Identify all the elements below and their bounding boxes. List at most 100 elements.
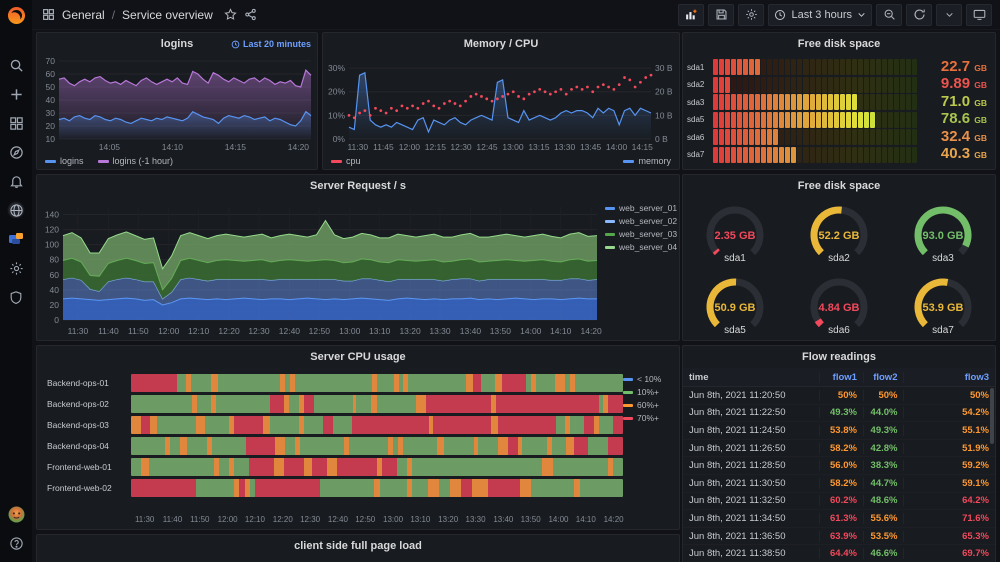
legend-label: web_server_04	[619, 242, 678, 252]
table-row: Jun 8th, 2021 11:28:50 56.0% 38.3% 59.2%	[683, 457, 995, 475]
legend-swatch	[605, 206, 615, 210]
svg-text:30%: 30%	[328, 63, 345, 73]
disk-bar-row: sda2 9.89 GB	[687, 76, 987, 93]
table-row: Jun 8th, 2021 11:34:50 61.3% 55.6% 71.6%	[683, 510, 995, 528]
legend-item[interactable]: web_server_01	[605, 203, 679, 213]
legend-item[interactable]: 60%+	[623, 400, 679, 410]
legend-item[interactable]: 70%+	[623, 413, 679, 423]
legend-swatch	[623, 416, 633, 420]
panel-logins: logins Last 20 minutes 70 60 50 40 30 20 10 14:…	[36, 32, 318, 170]
panel-title-flow-readings[interactable]: Flow readings	[802, 351, 876, 363]
table-scrollbar[interactable]	[990, 388, 994, 444]
cpu-row-bar[interactable]	[131, 374, 623, 392]
world-plugin-icon[interactable]	[7, 201, 25, 219]
legend-label: logins (-1 hour)	[112, 156, 174, 166]
cpu-row-bar[interactable]	[131, 395, 623, 413]
svg-text:14:20: 14:20	[288, 142, 310, 152]
time-note-badge[interactable]: Last 20 minutes	[231, 33, 311, 55]
svg-text:13:20: 13:20	[399, 326, 421, 336]
alerting-bell-icon[interactable]	[7, 172, 25, 190]
refresh-interval-dropdown[interactable]	[936, 3, 962, 26]
panel-title-free-disk-gauges[interactable]: Free disk space	[797, 180, 881, 192]
cell-flow1: 56.0%	[820, 460, 864, 472]
grafana-logo-icon[interactable]	[0, 0, 32, 30]
help-icon[interactable]	[7, 534, 25, 552]
cpu-row-bar[interactable]	[131, 416, 623, 434]
svg-text:10: 10	[46, 134, 56, 144]
gauge: 52.2 GB sda2	[787, 197, 891, 269]
cpu-row-bar[interactable]	[131, 437, 623, 455]
cpu-row-bar[interactable]	[131, 479, 623, 497]
breadcrumb-page[interactable]: Service overview	[122, 7, 213, 22]
add-panel-button[interactable]	[678, 3, 705, 26]
table-row: Jun 8th, 2021 11:36:50 63.9% 53.5% 65.3%	[683, 528, 995, 546]
legend-item[interactable]: web_server_03	[605, 229, 679, 239]
cell-flow3: 54.2%	[962, 407, 989, 419]
legend-item[interactable]: cpu	[331, 156, 361, 166]
cell-flow2: 50%	[864, 389, 905, 401]
server-cpu-usage-chart[interactable]: Backend-ops-01 Backend-ops-02 Backend-ops-…	[37, 368, 624, 529]
legend-item[interactable]: web_server_04	[605, 242, 679, 252]
memory-cpu-chart[interactable]: 0% 0 B 10% 10 B 20% 20 B 30% 30 B 11:30 11:45 12:0…	[323, 55, 679, 153]
legend-label: memory	[638, 156, 671, 166]
breadcrumb-section[interactable]: General	[62, 7, 105, 22]
column-header-flow2[interactable]: flow2	[864, 371, 905, 383]
tv-mode-button[interactable]	[966, 3, 992, 26]
column-header-time[interactable]: time	[683, 371, 821, 383]
panel-title-server-cpu-usage[interactable]: Server CPU usage	[310, 351, 406, 363]
sidebar	[0, 0, 32, 562]
dashboards-grid-icon[interactable]	[42, 8, 55, 21]
table-row: Jun 8th, 2021 11:26:50 58.2% 42.8% 51.9%	[683, 440, 995, 458]
page-load-chart[interactable]: 6 savg	[37, 557, 679, 562]
server-admin-shield-icon[interactable]	[7, 288, 25, 306]
panel-title-logins[interactable]: logins Last 20 minutes	[37, 33, 317, 55]
gauge-label: sda2	[828, 253, 850, 265]
cpu-row: Backend-ops-03	[43, 416, 623, 434]
legend-item[interactable]: 10%+	[623, 387, 679, 397]
legend-item[interactable]: logins	[45, 156, 84, 166]
panel-server-cpu-usage: Server CPU usage Backend-ops-01 Backend-o…	[36, 345, 680, 530]
search-icon[interactable]	[7, 56, 25, 74]
legend-item[interactable]: web_server_02	[605, 216, 679, 226]
panel-title-memory-cpu[interactable]: Memory / CPU	[463, 38, 539, 50]
svg-text:120: 120	[45, 225, 59, 235]
star-icon[interactable]	[224, 8, 237, 21]
panel-title-server-requests[interactable]: Server Request / s	[310, 180, 406, 192]
table-row: Jun 8th, 2021 11:22:50 49.3% 44.0% 54.2%	[683, 405, 995, 423]
server-requests-chart[interactable]: 0 20 40 60 80 100 120 140 11:30 11:40 11:50 12:00 12…	[37, 197, 605, 340]
column-header-flow1[interactable]: flow1	[820, 371, 864, 383]
dashboard-settings-button[interactable]	[738, 3, 765, 26]
share-icon[interactable]	[244, 8, 257, 21]
panel-title-free-disk-bars[interactable]: Free disk space	[797, 38, 881, 50]
cell-flow2: 42.8%	[864, 442, 905, 454]
disk-label: sda3	[687, 97, 705, 107]
time-range-picker[interactable]: Last 3 hours	[768, 3, 872, 26]
create-plus-icon[interactable]	[7, 85, 25, 103]
legend-item[interactable]: < 10%	[623, 374, 679, 384]
legend-swatch	[623, 159, 635, 163]
explore-compass-icon[interactable]	[7, 143, 25, 161]
save-dashboard-button[interactable]	[708, 3, 735, 26]
configuration-gear-icon[interactable]	[7, 259, 25, 277]
svg-text:14:05: 14:05	[99, 142, 121, 152]
zoom-out-time-button[interactable]	[876, 3, 902, 26]
logins-chart[interactable]: 70 60 50 40 30 20 10 14:05 14:10 14:15 14:20	[37, 55, 317, 153]
user-avatar[interactable]	[7, 505, 25, 523]
dashboards-icon[interactable]	[7, 114, 25, 132]
cell-flow3: 64.2%	[962, 495, 989, 507]
app-plugin-icon[interactable]	[7, 230, 25, 248]
table-row: Jun 8th, 2021 11:38:50 64.4% 46.6% 69.7%	[683, 545, 995, 562]
panel-title-page-load[interactable]: client side full page load	[294, 540, 422, 552]
gauge-label: sda1	[724, 253, 746, 265]
refresh-button[interactable]	[906, 3, 932, 26]
legend-item[interactable]: logins (-1 hour)	[97, 156, 174, 166]
cpu-row-bar[interactable]	[131, 458, 623, 476]
cell-flow1: 50%	[820, 389, 864, 401]
column-header-flow3[interactable]: flow3	[964, 371, 989, 383]
chevron-down-icon	[945, 13, 953, 17]
legend-label: 60%+	[637, 400, 659, 410]
gauge: 53.9 GB sda7	[891, 269, 995, 341]
legend-item[interactable]: memory	[623, 156, 671, 166]
svg-text:14:15: 14:15	[225, 142, 247, 152]
